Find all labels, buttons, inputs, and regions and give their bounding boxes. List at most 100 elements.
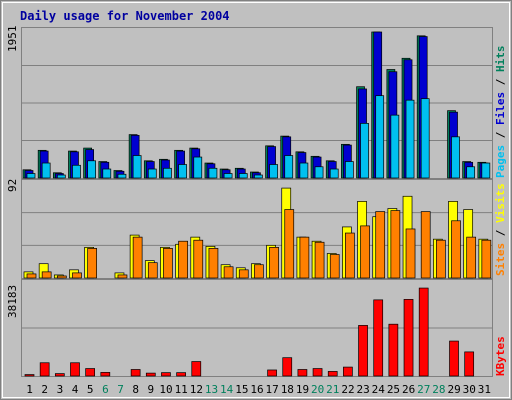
ymax-label-visits: 92 (6, 179, 19, 192)
bar-sites-day-18 (284, 209, 295, 279)
bar-pages-day-12 (193, 156, 203, 179)
x-tick-label: 2 (41, 383, 48, 396)
bar-pages-day-8 (132, 155, 142, 179)
bar-sites-day-12 (193, 239, 204, 279)
chart-title: Daily usage for November 2004 (20, 9, 230, 23)
bar-kbytes-day-21 (327, 371, 338, 377)
bar-kbytes-day-25 (388, 323, 399, 377)
x-tick-label: 24 (372, 383, 386, 396)
bar-pages-day-26 (405, 99, 415, 179)
x-tick-label: 18 (281, 383, 294, 396)
bar-kbytes-day-24 (373, 299, 384, 377)
x-tick-label: 31 (478, 383, 491, 396)
bar-pages-day-30 (466, 166, 476, 179)
x-tick-label: 9 (148, 383, 155, 396)
x-tick-label: 28 (432, 383, 445, 396)
x-tick-label: 5 (87, 383, 94, 396)
svg-text:Pages / Files / Hits: Pages / Files / Hits (494, 46, 507, 179)
x-tick-label: 15 (235, 383, 248, 396)
bar-pages-day-19 (299, 162, 309, 179)
bar-kbytes-day-8 (130, 369, 141, 377)
x-tick-label: 8 (132, 383, 139, 396)
bar-pages-day-23 (360, 123, 369, 179)
bar-sites-day-29 (451, 220, 461, 279)
bar-kbytes-day-1 (24, 374, 35, 377)
svg-text:Sites / Visits: Sites / Visits (494, 183, 507, 276)
x-tick-label: 13 (205, 383, 218, 396)
bar-pages-day-2 (41, 162, 51, 179)
x-tick-label: 22 (341, 383, 354, 396)
x-tick-label: 12 (190, 383, 203, 396)
x-tick-label: 29 (447, 383, 460, 396)
bar-pages-day-31 (481, 162, 491, 179)
bar-sites-day-19 (299, 236, 310, 279)
bar-pages-day-10 (163, 167, 172, 179)
bar-sites-day-10 (163, 248, 173, 279)
x-tick-label: 19 (296, 383, 309, 396)
legend-kbytes: KBytes (494, 336, 507, 376)
bar-kbytes-day-10 (161, 372, 171, 377)
bar-sites-day-5 (87, 248, 97, 279)
x-tick-label: 1 (26, 383, 33, 396)
bar-kbytes-day-20 (312, 368, 323, 377)
x-tick-label: 16 (250, 383, 263, 396)
bar-sites-day-28 (436, 239, 446, 279)
bar-pages-day-29 (451, 136, 460, 179)
x-tick-label: 20 (311, 383, 324, 396)
bar-kbytes-day-29 (449, 340, 459, 377)
bar-sites-day-27 (420, 211, 431, 279)
bar-kbytes-day-23 (358, 325, 368, 377)
legend-visits-sites: Sites / Visits (494, 183, 507, 276)
bar-kbytes-day-30 (464, 351, 475, 377)
x-tick-label: 26 (402, 383, 415, 396)
x-tick-label: 6 (102, 383, 109, 396)
legend-kbytes-group: KBytes (494, 336, 507, 376)
bar-kbytes-day-9 (145, 372, 156, 377)
bar-sites-day-30 (466, 236, 477, 279)
bar-kbytes-day-26 (403, 299, 414, 377)
bar-pages-day-18 (284, 155, 294, 179)
bar-kbytes-day-22 (343, 366, 353, 377)
legend-sites: Sites (494, 243, 507, 276)
bar-kbytes-day-11 (176, 372, 186, 377)
bar-pages-day-17 (269, 164, 278, 179)
bar-kbytes-day-6 (100, 372, 111, 377)
legend-visits: Visits (494, 183, 507, 223)
bar-sites-day-26 (405, 228, 416, 279)
bar-sites-day-31 (481, 239, 492, 279)
bar-pages-day-15 (238, 173, 248, 179)
bar-sites-day-20 (314, 241, 325, 279)
bar-sites-day-8 (132, 236, 143, 279)
bar-pages-day-11 (178, 164, 187, 179)
bar-sites-day-21 (329, 254, 340, 279)
x-tick-label: 4 (72, 383, 79, 396)
bar-kbytes-day-3 (54, 373, 65, 377)
bar-pages-day-22 (345, 161, 354, 179)
bar-sites-day-9 (147, 262, 158, 279)
bar-sites-day-23 (360, 225, 370, 279)
x-tick-label: 10 (159, 383, 172, 396)
legend-pages: Pages (494, 145, 507, 178)
x-tick-label: 23 (357, 383, 370, 396)
bar-pages-day-3 (56, 174, 66, 179)
bar-sites-day-24 (375, 211, 386, 279)
bar-pages-day-20 (314, 166, 324, 179)
bar-pages-day-13 (208, 167, 218, 179)
bar-pages-day-9 (147, 168, 157, 179)
legend-hits-files-pages: Pages / Files / Hits (494, 46, 507, 179)
bar-pages-day-7 (117, 173, 127, 179)
bar-sites-day-17 (269, 246, 279, 279)
bar-sites-day-2 (41, 271, 52, 279)
x-tick-label: 3 (57, 383, 64, 396)
bar-kbytes-day-27 (418, 287, 429, 377)
bar-sites-day-14 (223, 266, 234, 279)
bar-sites-day-11 (178, 240, 188, 279)
bar-sites-day-7 (117, 274, 128, 279)
bar-pages-day-24 (375, 95, 385, 179)
x-tick-label: 17 (266, 383, 279, 396)
bar-pages-day-27 (420, 98, 430, 179)
bar-sites-day-13 (208, 248, 219, 279)
bars-layer (22, 31, 492, 377)
bar-pages-day-14 (223, 173, 233, 179)
